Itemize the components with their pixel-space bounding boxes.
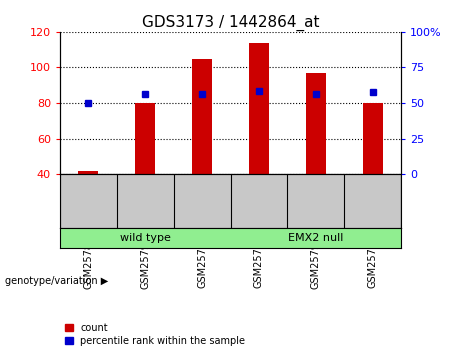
Text: wild type: wild type — [120, 233, 171, 243]
Bar — [78, 171, 98, 174]
Title: GDS3173 / 1442864_at: GDS3173 / 1442864_at — [142, 14, 319, 30]
Bar — [192, 58, 212, 174]
Text: genotype/variation ▶: genotype/variation ▶ — [5, 276, 108, 286]
Text: EMX2 null: EMX2 null — [288, 233, 343, 243]
Bar — [363, 103, 383, 174]
Bar — [230, 228, 401, 248]
Bar — [60, 228, 230, 248]
Bar — [306, 73, 326, 174]
Legend: count, percentile rank within the sample: count, percentile rank within the sample — [65, 323, 245, 346]
Bar — [135, 103, 155, 174]
Bar — [249, 42, 269, 174]
